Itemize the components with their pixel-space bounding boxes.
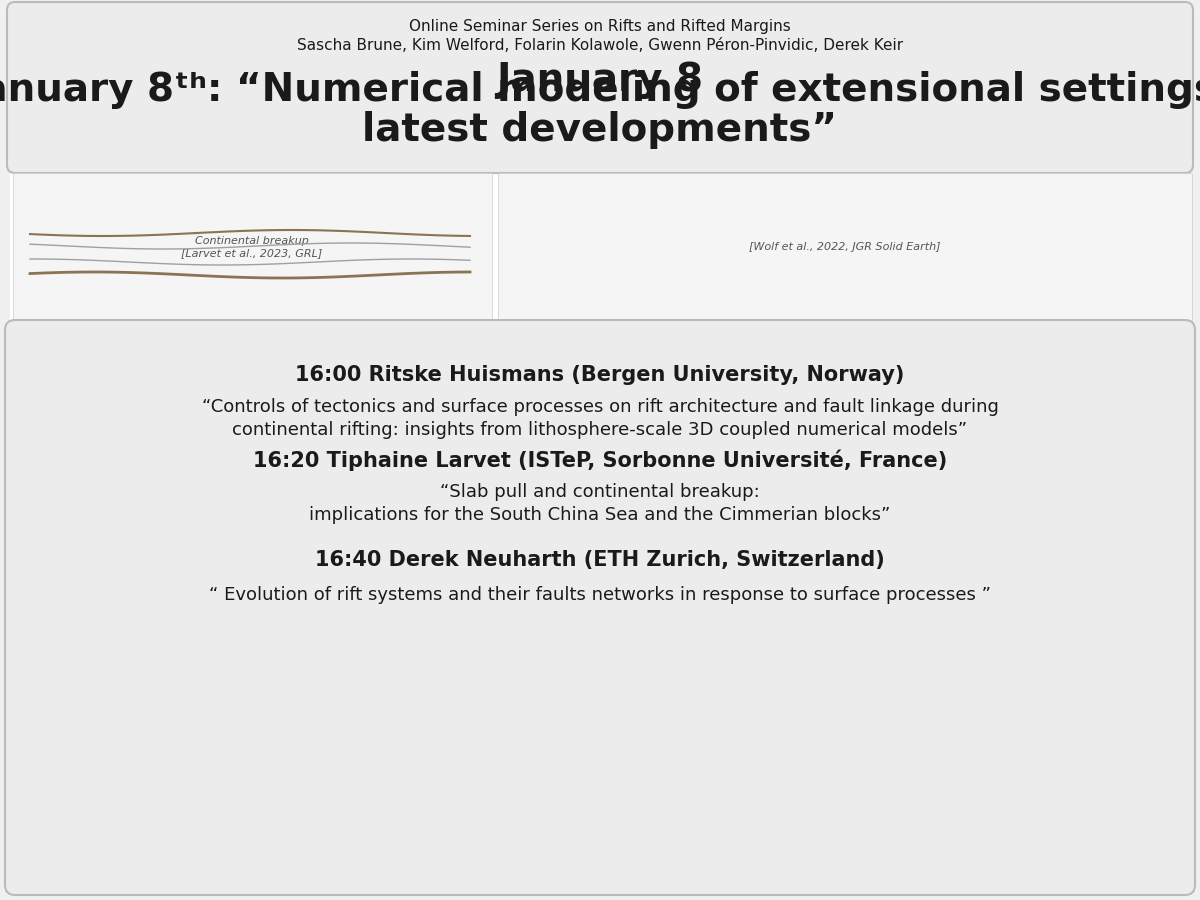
- Text: January 8ᵗʰ: “Numerical modeling of extensional settings:: January 8ᵗʰ: “Numerical modeling of exte…: [0, 71, 1200, 109]
- Text: latest developments”: latest developments”: [362, 111, 838, 149]
- FancyBboxPatch shape: [13, 173, 492, 322]
- Text: “Slab pull and continental breakup:: “Slab pull and continental breakup:: [440, 483, 760, 501]
- Text: “Controls of tectonics and surface processes on rift architecture and fault link: “Controls of tectonics and surface proce…: [202, 398, 998, 416]
- Text: Online Seminar Series on Rifts and Rifted Margins: Online Seminar Series on Rifts and Rifte…: [409, 20, 791, 34]
- FancyBboxPatch shape: [7, 2, 1193, 173]
- FancyBboxPatch shape: [498, 173, 1192, 322]
- Text: Continental breakup
[Larvet et al., 2023, GRL]: Continental breakup [Larvet et al., 2023…: [181, 236, 323, 257]
- FancyBboxPatch shape: [10, 170, 1190, 325]
- FancyBboxPatch shape: [5, 320, 1195, 895]
- Text: 16:20 Tiphaine Larvet (ISTeP, Sorbonne Université, France): 16:20 Tiphaine Larvet (ISTeP, Sorbonne U…: [253, 449, 947, 471]
- Text: [Wolf et al., 2022, JGR Solid Earth]: [Wolf et al., 2022, JGR Solid Earth]: [749, 242, 941, 252]
- Text: 16:40 Derek Neuharth (ETH Zurich, Switzerland): 16:40 Derek Neuharth (ETH Zurich, Switze…: [316, 550, 884, 570]
- Text: implications for the South China Sea and the Cimmerian blocks”: implications for the South China Sea and…: [310, 506, 890, 524]
- Text: 16:00 Ritske Huismans (Bergen University, Norway): 16:00 Ritske Huismans (Bergen University…: [295, 365, 905, 385]
- Text: “ Evolution of rift systems and their faults networks in response to surface pro: “ Evolution of rift systems and their fa…: [209, 586, 991, 604]
- Text: January 8: January 8: [497, 61, 703, 99]
- Text: Sascha Brune, Kim Welford, Folarin Kolawole, Gwenn Péron-Pinvidic, Derek Keir: Sascha Brune, Kim Welford, Folarin Kolaw…: [296, 38, 904, 52]
- Text: continental rifting: insights from lithosphere-scale 3D coupled numerical models: continental rifting: insights from litho…: [233, 421, 967, 439]
